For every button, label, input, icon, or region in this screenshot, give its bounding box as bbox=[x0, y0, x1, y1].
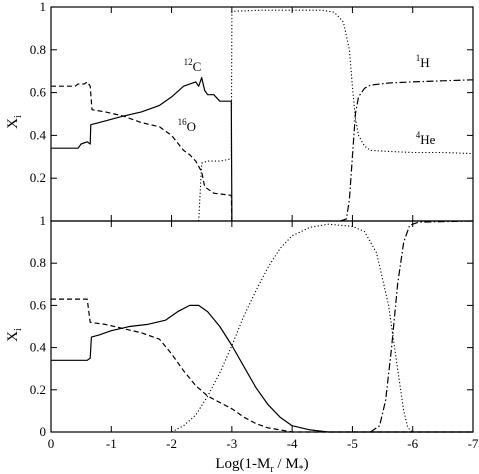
top-ytick-label-3: 0.8 bbox=[30, 42, 46, 57]
bottom-ytick-label-1: 0.2 bbox=[30, 382, 46, 397]
species-label-mass-number: 12 bbox=[184, 57, 193, 67]
species-label-o16: 16O bbox=[178, 117, 196, 134]
bottom-series-16O bbox=[51, 298, 473, 433]
species-label-symbol: H bbox=[420, 55, 429, 70]
bottom-xtick-label-7: -7 bbox=[468, 436, 479, 451]
bottom-panel-frame bbox=[50, 220, 474, 433]
top-ytick-label-4: 1 bbox=[40, 0, 47, 14]
bottom-ytick-label-4: 0.8 bbox=[30, 255, 46, 270]
bottom-panel-ticks: 0 -1 -2 -3 -4 -5 -6 -7 0 0.2 0.4 0.6 0.8 1 bbox=[30, 213, 479, 451]
top-series-12C bbox=[51, 77, 233, 222]
top-series-1H bbox=[340, 79, 474, 222]
top-panel-series bbox=[51, 9, 474, 222]
bottom-ylabel-main: X bbox=[5, 331, 21, 342]
bottom-xtick-label-4: -4 bbox=[287, 436, 298, 451]
bottom-xtick-label-1: -1 bbox=[106, 436, 117, 451]
xlabel-end: ) bbox=[304, 456, 309, 472]
top-panel-annotations: 12C 16O 1H 4He bbox=[178, 53, 436, 147]
bottom-ylabel: Xi bbox=[5, 328, 24, 342]
species-label-mass-number: 1 bbox=[416, 53, 421, 63]
top-ylabel: Xi bbox=[5, 115, 24, 129]
top-ytick-label-2: 0.6 bbox=[30, 85, 47, 100]
top-panel-ticks: 0.2 0.4 0.6 0.8 1 bbox=[30, 0, 474, 221]
bottom-series-4He bbox=[171, 223, 414, 433]
bottom-series-1H bbox=[370, 220, 474, 433]
top-ylabel-subscript: i bbox=[13, 115, 24, 118]
bottom-ytick-label-5: 1 bbox=[40, 213, 47, 228]
top-series-4He bbox=[198, 9, 474, 222]
bottom-xtick-label-2: -2 bbox=[166, 436, 177, 451]
xlabel: Log(1-Mr / M*) bbox=[215, 456, 308, 474]
species-label-he4: 4He bbox=[416, 130, 436, 147]
bottom-panel-series bbox=[51, 220, 474, 433]
species-label-symbol: C bbox=[193, 59, 202, 74]
xlabel-subscript-r: r bbox=[270, 464, 274, 474]
species-label-c12: 12C bbox=[184, 57, 202, 74]
bottom-xtick-label-0: 0 bbox=[48, 436, 55, 451]
species-label-h1: 1H bbox=[416, 53, 430, 70]
bottom-ytick-label-0: 0 bbox=[40, 424, 47, 439]
bottom-ytick-label-3: 0.6 bbox=[30, 297, 47, 312]
species-label-mass-number: 16 bbox=[178, 117, 188, 127]
species-label-mass-number: 4 bbox=[416, 130, 421, 140]
xlabel-middle: / M bbox=[274, 456, 299, 472]
top-series-16O bbox=[51, 81, 233, 222]
top-ytick-label-1: 0.4 bbox=[30, 127, 47, 142]
xlabel-subscript-star: * bbox=[299, 464, 304, 474]
species-label-symbol: O bbox=[187, 119, 196, 134]
bottom-xtick-label-6: -6 bbox=[407, 436, 418, 451]
top-ytick-label-0: 0.2 bbox=[30, 170, 46, 185]
xlabel-main: Log(1-M bbox=[215, 456, 270, 472]
species-label-symbol: He bbox=[420, 132, 435, 147]
bottom-series-12C bbox=[51, 304, 473, 433]
bottom-xtick-label-5: -5 bbox=[347, 436, 358, 451]
bottom-xtick-label-3: -3 bbox=[226, 436, 237, 451]
top-ylabel-main: X bbox=[5, 118, 21, 129]
bottom-ytick-label-2: 0.4 bbox=[30, 340, 47, 355]
bottom-ylabel-subscript: i bbox=[13, 328, 24, 331]
